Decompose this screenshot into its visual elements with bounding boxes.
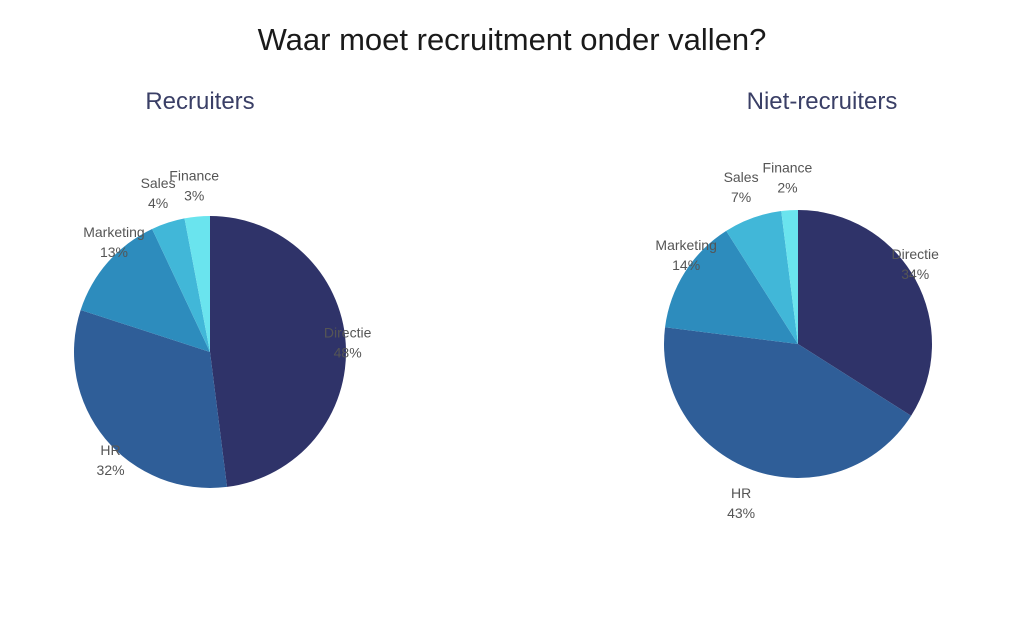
pie-slice-marketing	[80, 228, 210, 352]
slice-value-finance: 2%	[777, 179, 797, 195]
slice-label-directie: Directie	[891, 246, 939, 262]
slice-value-marketing: 13%	[100, 244, 128, 260]
slice-label-marketing: Marketing	[655, 237, 716, 253]
slice-label-hr: HR	[100, 442, 120, 458]
pie-slice-finance	[184, 216, 210, 352]
pie-slice-marketing	[665, 230, 798, 344]
slice-value-finance: 3%	[184, 188, 204, 204]
slice-label-directie: Directie	[324, 324, 372, 340]
pie-slice-hr	[73, 309, 228, 489]
main-title: Waar moet recruitment onder vallen?	[257, 22, 767, 57]
pie-slice-directie	[210, 216, 347, 487]
slice-value-marketing: 14%	[672, 257, 700, 273]
slice-value-directie: 48%	[334, 344, 362, 360]
pie-slice-sales	[726, 211, 798, 344]
pie-slice-finance	[781, 210, 798, 344]
slice-value-hr: 43%	[727, 505, 755, 521]
slice-value-sales: 4%	[148, 195, 168, 211]
pie-slice-directie	[798, 210, 932, 416]
pie-slice-hr	[664, 327, 912, 479]
slice-value-sales: 7%	[731, 189, 751, 205]
slice-label-marketing: Marketing	[83, 224, 144, 240]
slice-value-hr: 32%	[97, 462, 125, 478]
slice-label-finance: Finance	[169, 168, 219, 184]
slice-label-sales: Sales	[141, 175, 176, 191]
chart-title-recruiters: Recruiters	[145, 88, 255, 115]
slice-label-finance: Finance	[763, 159, 813, 175]
slice-label-hr: HR	[731, 485, 751, 501]
pie-recruiters: Directie 48% HR 32% Marketing 13% Sales 4%Finan…	[73, 168, 372, 489]
pie-niet-recruiters: Directie 34% HR 43% Marketing 14% Sales 7% Finan…	[655, 159, 939, 521]
slice-value-directie: 34%	[901, 266, 929, 282]
pie-slice-sales	[152, 218, 210, 352]
slice-label-sales: Sales	[724, 169, 759, 185]
chart-title-niet-recruiters: Niet-recruiters	[746, 88, 898, 115]
